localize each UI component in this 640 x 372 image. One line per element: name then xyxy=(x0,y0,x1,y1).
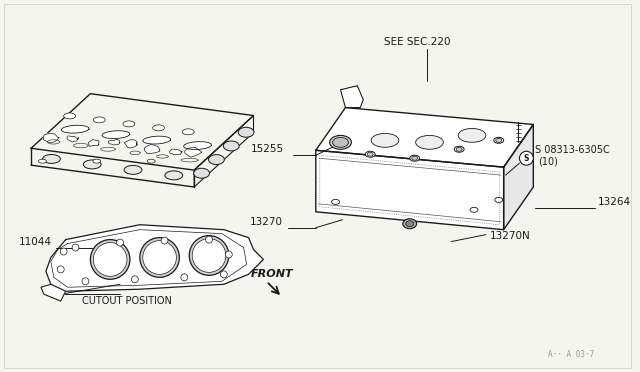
Ellipse shape xyxy=(153,125,164,131)
Ellipse shape xyxy=(367,152,373,156)
Polygon shape xyxy=(108,140,120,145)
Polygon shape xyxy=(41,284,66,301)
Circle shape xyxy=(57,266,64,273)
Ellipse shape xyxy=(333,137,348,147)
Circle shape xyxy=(143,241,177,274)
Circle shape xyxy=(520,151,533,165)
Ellipse shape xyxy=(123,121,135,127)
Circle shape xyxy=(93,243,127,276)
Ellipse shape xyxy=(330,135,351,149)
Text: 15255: 15255 xyxy=(250,144,284,154)
Polygon shape xyxy=(143,136,171,144)
Text: CUTOUT POSITION: CUTOUT POSITION xyxy=(83,296,172,306)
Ellipse shape xyxy=(165,171,182,180)
Circle shape xyxy=(60,248,67,255)
Polygon shape xyxy=(88,140,99,147)
Ellipse shape xyxy=(223,141,239,151)
Polygon shape xyxy=(170,149,182,155)
Polygon shape xyxy=(124,140,137,148)
Text: 13264: 13264 xyxy=(598,197,630,207)
Ellipse shape xyxy=(496,138,502,142)
Polygon shape xyxy=(316,150,504,230)
Polygon shape xyxy=(184,142,211,150)
Ellipse shape xyxy=(410,155,420,161)
Ellipse shape xyxy=(365,151,375,157)
Ellipse shape xyxy=(194,168,209,178)
Circle shape xyxy=(82,278,89,285)
Circle shape xyxy=(131,276,138,283)
Ellipse shape xyxy=(38,159,46,163)
Ellipse shape xyxy=(93,159,100,163)
Text: 13270: 13270 xyxy=(250,217,282,227)
Polygon shape xyxy=(340,86,364,108)
Text: (10): (10) xyxy=(538,156,558,166)
Ellipse shape xyxy=(124,166,142,174)
Circle shape xyxy=(90,240,130,279)
Polygon shape xyxy=(46,225,264,291)
Polygon shape xyxy=(144,144,160,154)
Circle shape xyxy=(181,274,188,281)
Ellipse shape xyxy=(238,127,254,137)
Circle shape xyxy=(116,239,124,246)
Polygon shape xyxy=(44,134,59,142)
Ellipse shape xyxy=(42,154,60,163)
Ellipse shape xyxy=(412,156,418,160)
Circle shape xyxy=(189,235,228,275)
Ellipse shape xyxy=(332,199,340,204)
Ellipse shape xyxy=(458,128,486,142)
Text: SEE SEC.220: SEE SEC.220 xyxy=(384,37,451,47)
Text: S 08313-6305C: S 08313-6305C xyxy=(535,145,610,155)
Polygon shape xyxy=(67,136,78,142)
Text: S: S xyxy=(524,154,529,163)
Ellipse shape xyxy=(406,221,413,227)
Ellipse shape xyxy=(494,137,504,143)
Ellipse shape xyxy=(83,160,101,169)
Polygon shape xyxy=(316,108,533,167)
Ellipse shape xyxy=(470,207,478,212)
Ellipse shape xyxy=(147,159,155,163)
Text: FRONT: FRONT xyxy=(250,269,293,279)
Ellipse shape xyxy=(182,129,194,135)
Text: 11044: 11044 xyxy=(19,237,52,247)
Circle shape xyxy=(220,271,227,278)
Ellipse shape xyxy=(403,219,417,229)
Circle shape xyxy=(72,244,79,251)
Ellipse shape xyxy=(495,198,502,202)
Ellipse shape xyxy=(454,146,464,152)
Circle shape xyxy=(225,251,232,258)
Text: 13270N: 13270N xyxy=(490,231,531,241)
Circle shape xyxy=(140,238,179,277)
Polygon shape xyxy=(61,125,89,133)
Ellipse shape xyxy=(63,113,76,119)
Circle shape xyxy=(205,236,212,243)
Ellipse shape xyxy=(371,134,399,147)
Circle shape xyxy=(161,237,168,244)
Polygon shape xyxy=(102,131,130,139)
Polygon shape xyxy=(504,125,533,230)
Ellipse shape xyxy=(209,155,225,164)
Ellipse shape xyxy=(93,117,105,123)
Text: A·· A 03·7: A·· A 03·7 xyxy=(548,350,595,359)
Polygon shape xyxy=(185,147,202,157)
Ellipse shape xyxy=(415,135,444,149)
Ellipse shape xyxy=(456,147,462,151)
Circle shape xyxy=(192,238,226,272)
